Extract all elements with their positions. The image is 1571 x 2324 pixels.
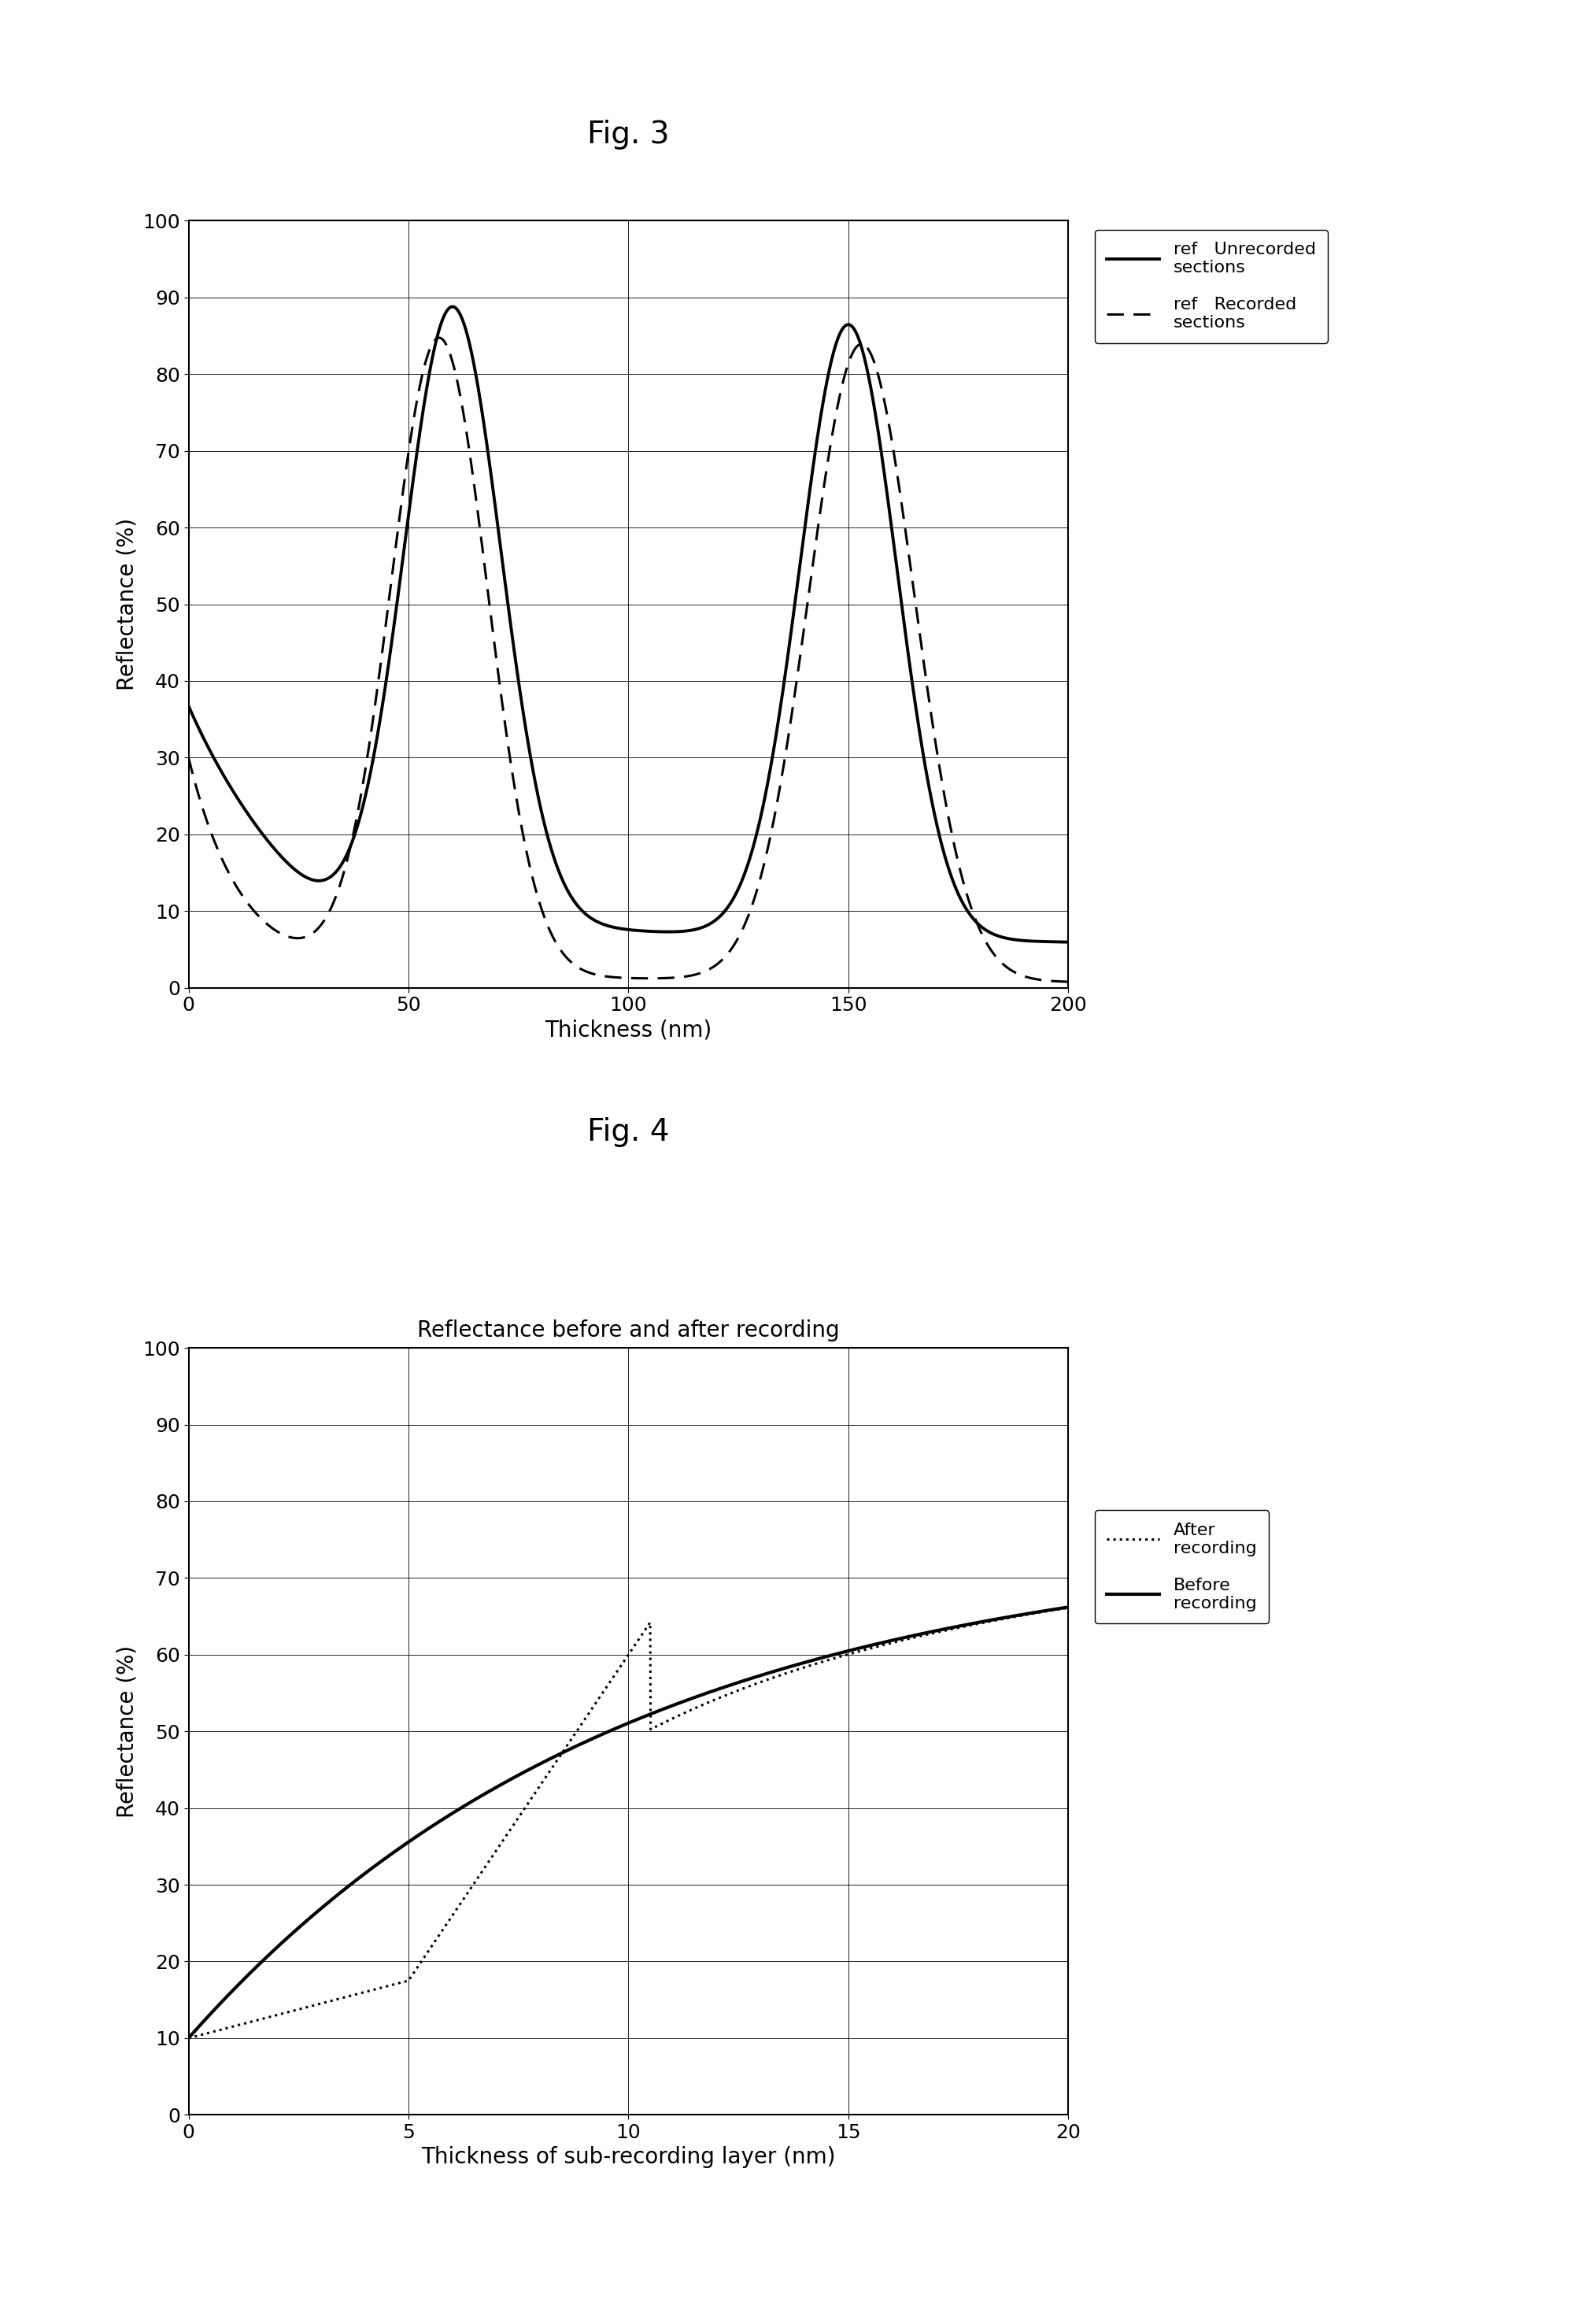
X-axis label: Thickness (nm): Thickness (nm) xyxy=(545,1020,712,1041)
Text: Fig. 3: Fig. 3 xyxy=(588,121,669,149)
X-axis label: Thickness of sub-recording layer (nm): Thickness of sub-recording layer (nm) xyxy=(421,2147,836,2168)
Y-axis label: Reflectance (%): Reflectance (%) xyxy=(116,518,138,690)
Legend: After
recording, Before
recording: After recording, Before recording xyxy=(1095,1511,1269,1624)
Legend: ref   Unrecorded
sections, ref   Recorded
sections: ref Unrecorded sections, ref Recorded se… xyxy=(1095,230,1327,344)
Title: Reflectance before and after recording: Reflectance before and after recording xyxy=(418,1320,839,1341)
Y-axis label: Reflectance (%): Reflectance (%) xyxy=(116,1645,138,1817)
Text: Fig. 4: Fig. 4 xyxy=(588,1118,669,1146)
